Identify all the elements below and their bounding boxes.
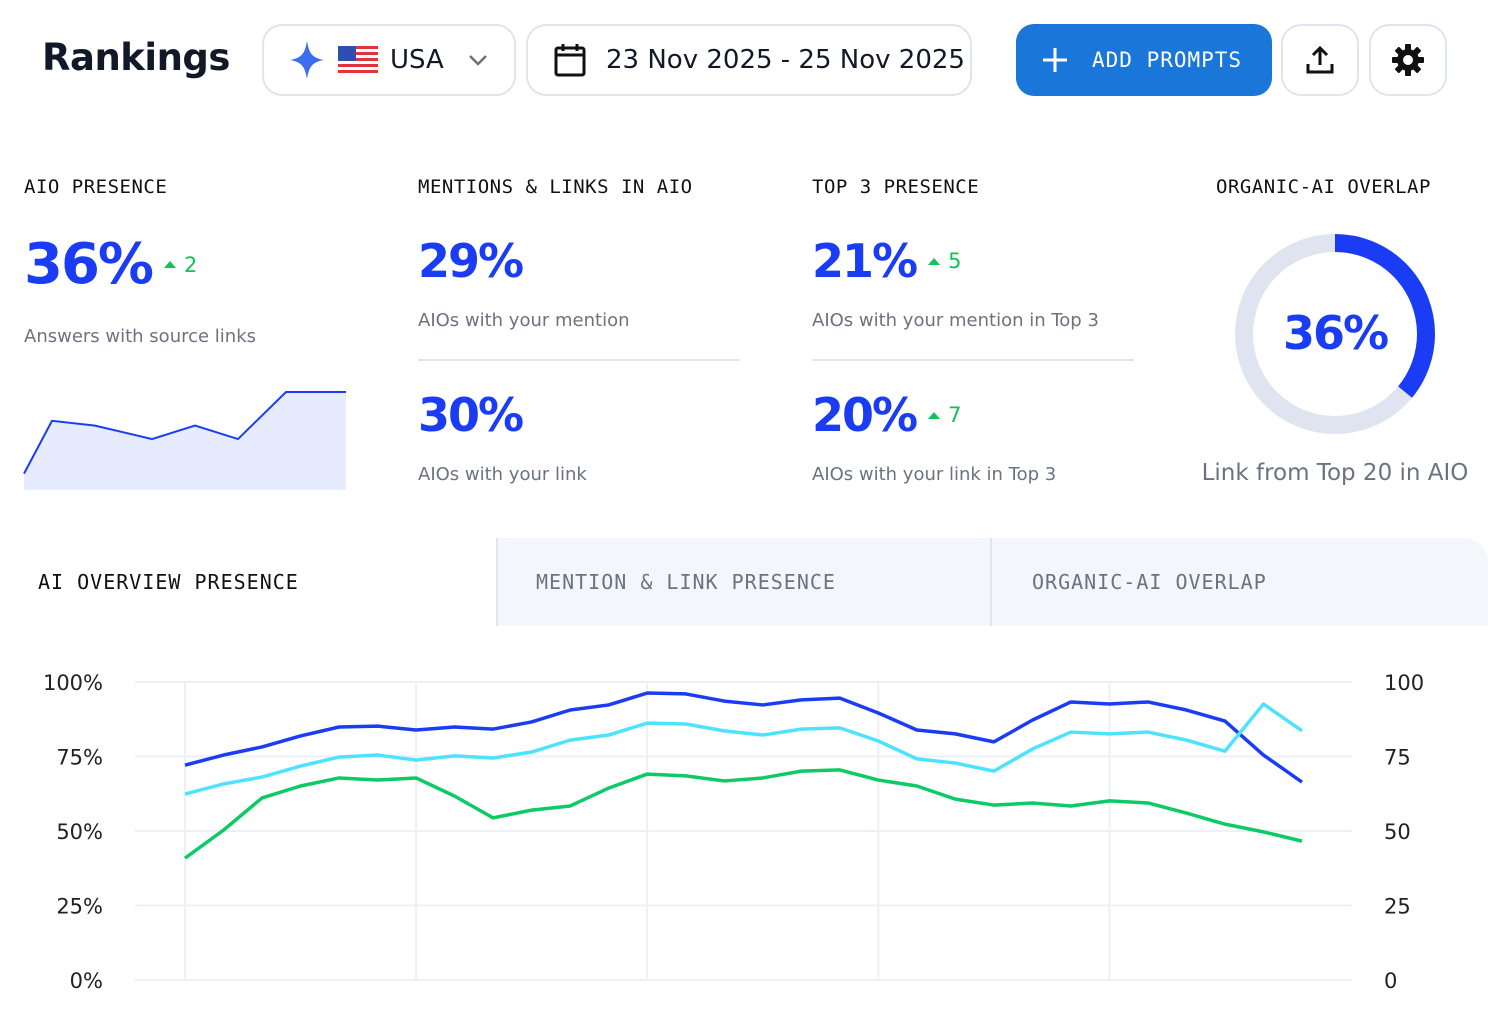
overlap-caption: Link from Top 20 in AIO bbox=[1201, 460, 1469, 486]
top3-mention-delta: 5 bbox=[948, 249, 962, 273]
y-tick-left: 25% bbox=[56, 895, 103, 919]
settings-button[interactable] bbox=[1369, 24, 1447, 96]
series-line-3 bbox=[183, 768, 1303, 860]
calendar-icon bbox=[554, 44, 586, 77]
aio-presence-delta: 2 bbox=[184, 252, 198, 277]
y-tick-left: 75% bbox=[56, 746, 103, 770]
aio-presence-value: 36% bbox=[24, 232, 154, 297]
top3-mention-value: 21% bbox=[812, 234, 918, 288]
country-label: USA bbox=[390, 45, 444, 75]
us-flag-icon bbox=[338, 46, 378, 74]
export-button[interactable] bbox=[1281, 24, 1359, 96]
aio-presence-caption: Answers with source links bbox=[24, 326, 257, 347]
up-arrow-icon bbox=[164, 261, 177, 268]
tab-label: AI OVERVIEW PRESENCE bbox=[38, 570, 299, 594]
y-tick-right: 100 bbox=[1384, 671, 1424, 695]
gear-icon bbox=[1392, 44, 1424, 76]
mentions-links-label: MENTIONS & LINKS IN AIO bbox=[418, 176, 693, 198]
sparkle-icon bbox=[290, 41, 324, 79]
top3-mention-caption: AIOs with your mention in Top 3 bbox=[812, 310, 1099, 331]
link-caption: AIOs with your link bbox=[418, 464, 587, 485]
top3-link-value: 20% bbox=[812, 388, 918, 442]
y-tick-right: 0 bbox=[1384, 969, 1397, 993]
up-arrow-icon bbox=[928, 411, 941, 419]
y-tick-left: 100% bbox=[43, 671, 103, 695]
aio-presence-metric: 36% 2 bbox=[24, 232, 197, 297]
upload-icon bbox=[1306, 45, 1334, 74]
sparkline-line bbox=[23, 391, 346, 475]
top3-link-caption: AIOs with your link in Top 3 bbox=[812, 464, 1057, 485]
top3-presence-label: TOP 3 PRESENCE bbox=[812, 176, 980, 198]
add-prompts-label: ADD PROMPTS bbox=[1092, 48, 1243, 72]
sparkline-area bbox=[24, 392, 346, 490]
tab-label: ORGANIC-AI OVERLAP bbox=[1032, 570, 1267, 594]
y-tick-left: 0% bbox=[70, 969, 103, 993]
divider bbox=[418, 359, 740, 361]
tab-label: MENTION & LINK PRESENCE bbox=[536, 570, 836, 594]
series-line-2 bbox=[184, 702, 1304, 796]
ai-overview-line-chart: 100% 100 75% 75 50% 50 25% 25 0% 0 bbox=[43, 671, 1424, 993]
page-title: Rankings bbox=[42, 36, 230, 79]
y-tick-right: 75 bbox=[1384, 746, 1411, 770]
overlap-value: 36% bbox=[1282, 306, 1389, 360]
aio-presence-sparkline bbox=[23, 391, 346, 490]
tab-bar-bg bbox=[496, 538, 1488, 626]
date-range-picker[interactable]: 23 Nov 2025 - 25 Nov 2025 bbox=[526, 24, 972, 96]
y-tick-right: 25 bbox=[1384, 895, 1411, 919]
date-range-label: 23 Nov 2025 - 25 Nov 2025 bbox=[606, 45, 965, 75]
up-arrow-icon bbox=[928, 257, 941, 265]
series-line-1 bbox=[184, 691, 1304, 784]
y-tick-left: 50% bbox=[56, 820, 103, 844]
tab-organic-ai-overlap[interactable]: ORGANIC-AI OVERLAP bbox=[994, 538, 1488, 626]
tab-ai-overview-presence[interactable]: AI OVERVIEW PRESENCE bbox=[0, 538, 496, 626]
donut-arc bbox=[1235, 234, 1435, 434]
plus-icon bbox=[1043, 48, 1067, 72]
mention-value: 29% bbox=[418, 234, 524, 288]
overlap-label: ORGANIC-AI OVERLAP bbox=[1216, 176, 1431, 198]
y-tick-right: 50 bbox=[1384, 820, 1411, 844]
link-value: 30% bbox=[418, 388, 524, 442]
chevron-down-icon bbox=[468, 55, 487, 66]
mention-caption: AIOs with your mention bbox=[418, 310, 630, 331]
add-prompts-button[interactable]: ADD PROMPTS bbox=[1016, 24, 1272, 96]
top3-link-delta: 7 bbox=[948, 403, 962, 427]
aio-presence-label: AIO PRESENCE bbox=[24, 176, 168, 198]
divider bbox=[812, 359, 1134, 361]
tab-mention-link-presence[interactable]: MENTION & LINK PRESENCE bbox=[498, 538, 992, 626]
overlap-donut bbox=[1235, 234, 1435, 434]
country-selector[interactable]: USA bbox=[262, 24, 516, 96]
